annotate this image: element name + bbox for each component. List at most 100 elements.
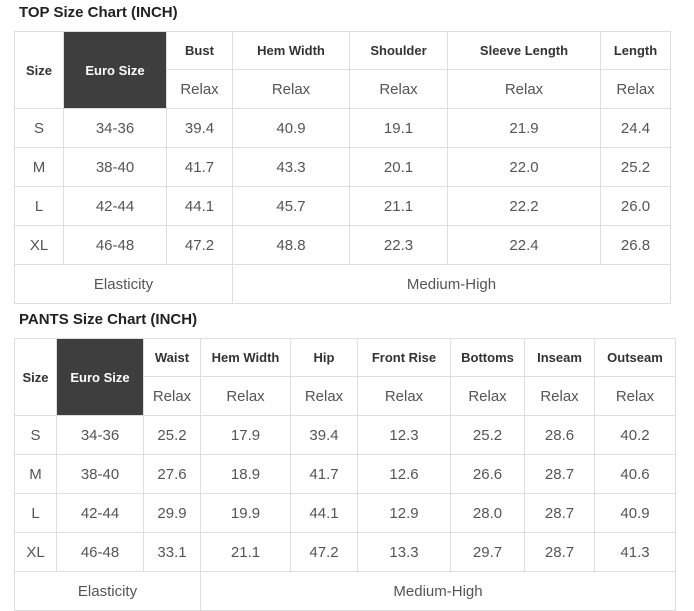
column-header-length: Length [600,31,671,70]
value-cell: 29.7 [450,532,525,572]
fit-cell: Relax [357,376,451,416]
size-cell: L [14,186,64,226]
size-cell: M [14,454,57,494]
value-cell: 40.9 [594,493,676,533]
value-cell: 28.6 [524,415,595,455]
elasticity-value-cell: Medium-High [232,264,671,304]
fit-cell: Relax [524,376,595,416]
euro-size-cell: 34-36 [56,415,144,455]
table-row: L 42-44 29.9 19.9 44.1 12.9 28.0 28.7 40.9 [14,493,676,533]
elasticity-row: Elasticity Medium-High [14,571,676,611]
elasticity-label-cell: Elasticity [14,264,233,304]
header-row-labels: Size Euro Size Waist Hem Width Hip Front Rise… [14,338,676,416]
size-cell: S [14,415,57,455]
value-cell: 39.4 [290,415,358,455]
table-row: M 38-40 27.6 18.9 41.7 12.6 26.6 28.7 40.6 [14,454,676,494]
column-header-outseam: Outseam [594,338,676,377]
table-body: S 34-36 39.4 40.9 19.1 21.9 24.4 M 38-40 41.7 43.3… [14,108,671,304]
value-cell: 44.1 [290,493,358,533]
fit-cell: Relax [290,376,358,416]
value-cell: 41.3 [594,532,676,572]
column-header-shoulder: Shoulder [349,31,448,70]
value-cell: 29.9 [143,493,201,533]
column-header-hip: Hip [290,338,358,377]
column-header-hem-width: Hem Width [232,31,350,70]
value-cell: 22.0 [447,147,601,187]
euro-size-cell: 38-40 [56,454,144,494]
size-cell: XL [14,532,57,572]
value-cell: 22.4 [447,225,601,265]
elasticity-value-cell: Medium-High [200,571,676,611]
value-cell: 12.6 [357,454,451,494]
value-cell: 20.1 [349,147,448,187]
table-row: S 34-36 39.4 40.9 19.1 21.9 24.4 [14,108,671,148]
value-cell: 22.2 [447,186,601,226]
value-cell: 40.9 [232,108,350,148]
size-cell: XL [14,225,64,265]
pants-size-chart-title: PANTS Size Chart (INCH) [19,311,198,328]
fit-cell: Relax [447,69,601,109]
table-row: L 42-44 44.1 45.7 21.1 22.2 26.0 [14,186,671,226]
value-cell: 28.0 [450,493,525,533]
fit-cell: Relax [200,376,291,416]
value-cell: 12.3 [357,415,451,455]
size-column-header: Size [14,338,57,416]
value-cell: 39.4 [166,108,233,148]
value-cell: 40.6 [594,454,676,494]
table-body: S 34-36 25.2 17.9 39.4 12.3 25.2 28.6 40.2 M 38-40… [14,415,676,611]
top-size-chart-section: TOP Size Chart (INCH) Size Euro Size Bust H… [0,4,694,304]
fit-cell: Relax [600,69,671,109]
size-cell: L [14,493,57,533]
value-cell: 22.3 [349,225,448,265]
value-cell: 12.9 [357,493,451,533]
value-cell: 28.7 [524,532,595,572]
euro-size-cell: 42-44 [56,493,144,533]
value-cell: 33.1 [143,532,201,572]
column-header-bust: Bust [166,31,233,70]
value-cell: 25.2 [450,415,525,455]
value-cell: 25.2 [143,415,201,455]
value-cell: 41.7 [290,454,358,494]
fit-cell: Relax [232,69,350,109]
value-cell: 17.9 [200,415,291,455]
table-row: XL 46-48 47.2 48.8 22.3 22.4 26.8 [14,225,671,265]
fit-cell: Relax [143,376,201,416]
size-cell: M [14,147,64,187]
fit-cell: Relax [594,376,676,416]
header-row-fit: Relax Relax Relax Relax Relax [15,69,671,109]
value-cell: 44.1 [166,186,233,226]
column-header-front-rise: Front Rise [357,338,451,377]
size-cell: S [14,108,64,148]
table-header: Size Euro Size Bust Hem Width Shoulder Sleeve… [14,31,671,109]
table-row: M 38-40 41.7 43.3 20.1 22.0 25.2 [14,147,671,187]
elasticity-label-cell: Elasticity [14,571,201,611]
value-cell: 27.6 [143,454,201,494]
euro-size-cell: 42-44 [63,186,167,226]
value-cell: 41.7 [166,147,233,187]
euro-size-cell: 46-48 [56,532,144,572]
value-cell: 21.1 [349,186,448,226]
value-cell: 19.1 [349,108,448,148]
table-row: XL 46-48 33.1 21.1 47.2 13.3 29.7 28.7 41.3 [14,532,676,572]
top-size-chart-table: Size Euro Size Bust Hem Width Shoulder Sleeve… [14,31,671,304]
euro-size-cell: 38-40 [63,147,167,187]
value-cell: 26.6 [450,454,525,494]
size-column-header: Size [14,31,64,109]
value-cell: 28.7 [524,454,595,494]
value-cell: 13.3 [357,532,451,572]
column-header-sleeve-length: Sleeve Length [447,31,601,70]
value-cell: 21.1 [200,532,291,572]
value-cell: 47.2 [166,225,233,265]
fit-cell: Relax [166,69,233,109]
table-header: Size Euro Size Waist Hem Width Hip Front Rise… [14,338,676,416]
pants-size-chart-section: PANTS Size Chart (INCH) Size Euro Size Wai… [0,311,694,611]
header-row-fit: Relax Relax Relax Relax Relax Relax Relax [15,376,676,416]
value-cell: 43.3 [232,147,350,187]
euro-size-cell: 34-36 [63,108,167,148]
value-cell: 25.2 [600,147,671,187]
value-cell: 26.8 [600,225,671,265]
value-cell: 40.2 [594,415,676,455]
column-header-inseam: Inseam [524,338,595,377]
value-cell: 19.9 [200,493,291,533]
